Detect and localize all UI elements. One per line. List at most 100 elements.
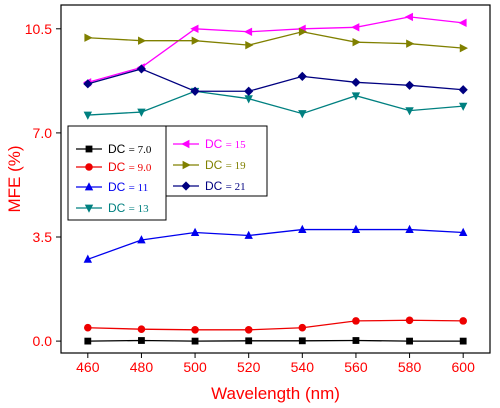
x-tick-label: 540	[291, 359, 315, 375]
legend-box-left	[67, 125, 167, 221]
x-tick-label: 480	[130, 359, 154, 375]
data-point	[191, 337, 199, 345]
data-point	[458, 18, 467, 28]
y-tick-label: 3.5	[33, 229, 53, 245]
data-point	[244, 86, 254, 96]
legend-marker	[181, 181, 191, 191]
data-point	[191, 36, 200, 45]
legend-label: DC = 15	[205, 137, 246, 151]
series-2	[83, 224, 468, 263]
legend-marker	[181, 139, 190, 149]
legend-entry-3: DC = 13	[76, 201, 149, 215]
legend-marker	[84, 182, 94, 191]
data-point	[190, 24, 199, 33]
data-point	[83, 254, 93, 263]
legend-entry-5: DC = 19	[173, 158, 246, 172]
y-tick-label: 10.5	[25, 21, 52, 37]
axis-ticks: 460 480 500 520 540 560 580 600 0.0 3.5 7.0 10.5	[25, 21, 475, 375]
data-point	[351, 23, 360, 32]
data-point	[405, 107, 414, 116]
legend-label: DC = 13	[108, 201, 149, 215]
legend-entry-4: DC = 15	[173, 137, 246, 151]
legend-marker	[182, 160, 191, 170]
y-tick-label: 0.0	[33, 333, 53, 349]
series-line	[87, 319, 464, 331]
legend-label: DC = 21	[205, 179, 246, 193]
data-point	[405, 316, 414, 325]
data-point	[405, 224, 414, 233]
data-point	[406, 39, 415, 48]
data-point	[83, 111, 93, 120]
legend-marker	[85, 145, 93, 153]
series-5	[84, 27, 468, 53]
data-point	[458, 85, 468, 95]
legend-entry-0: DC = 7.0	[76, 142, 152, 156]
data-point	[84, 323, 92, 332]
series-line	[87, 90, 464, 116]
data-point	[136, 64, 147, 74]
data-point	[352, 317, 360, 325]
series-0	[84, 337, 467, 345]
data-point	[137, 325, 146, 334]
y-tick-label: 7.0	[33, 125, 53, 141]
data-point	[406, 337, 413, 345]
data-point	[244, 326, 253, 334]
data-point	[244, 230, 253, 239]
x-tick-label: 580	[398, 359, 422, 375]
data-point	[83, 79, 93, 89]
data-point	[243, 27, 253, 36]
data-point	[351, 224, 361, 233]
legend-entry-2: DC = 11	[76, 180, 148, 194]
data-point	[297, 71, 307, 81]
data-point	[458, 227, 468, 236]
series-3	[83, 87, 468, 120]
legend-label: DC = 19	[205, 158, 246, 172]
data-point	[351, 77, 361, 87]
legend-entry-1: DC = 9.0	[76, 160, 152, 174]
legend-entry-6: DC = 21	[173, 179, 246, 193]
series-line	[87, 31, 464, 49]
legend-label: DC = 7.0	[108, 142, 152, 156]
data-point	[138, 36, 147, 45]
legend-label: DC = 11	[108, 180, 148, 194]
data-point	[351, 92, 361, 101]
series-6	[83, 64, 468, 96]
x-tick-label: 560	[344, 359, 368, 375]
series-line	[87, 16, 464, 83]
data-point	[138, 337, 145, 344]
series-line	[87, 339, 464, 342]
y-axis-title: MFE (%)	[5, 145, 24, 212]
x-tick-label: 600	[452, 359, 476, 375]
x-tick-label: 520	[237, 359, 261, 375]
data-point	[298, 337, 306, 345]
legend-label: DC = 9.0	[108, 160, 152, 174]
data-point	[84, 337, 92, 345]
x-tick-label: 460	[76, 359, 100, 375]
series-line	[87, 228, 464, 260]
data-point	[352, 337, 360, 344]
data-point	[137, 108, 146, 117]
series-1	[84, 316, 467, 334]
data-point	[404, 12, 413, 22]
data-point	[298, 27, 308, 36]
data-point	[137, 235, 146, 244]
legend-marker	[85, 163, 93, 171]
data-point	[298, 323, 307, 332]
data-point	[190, 227, 200, 236]
data-point	[245, 40, 254, 50]
series-layer	[83, 12, 468, 345]
data-point	[458, 102, 468, 111]
data-point	[298, 224, 307, 233]
data-point	[244, 95, 253, 104]
data-point	[459, 337, 467, 345]
series-line	[87, 68, 464, 92]
data-point	[298, 110, 307, 119]
data-point	[191, 326, 199, 334]
legend-marker	[84, 204, 94, 213]
data-point	[245, 337, 253, 345]
data-point	[352, 37, 361, 47]
data-point	[459, 43, 468, 53]
x-axis-title: Wavelength (nm)	[211, 384, 340, 403]
data-point	[190, 86, 200, 96]
